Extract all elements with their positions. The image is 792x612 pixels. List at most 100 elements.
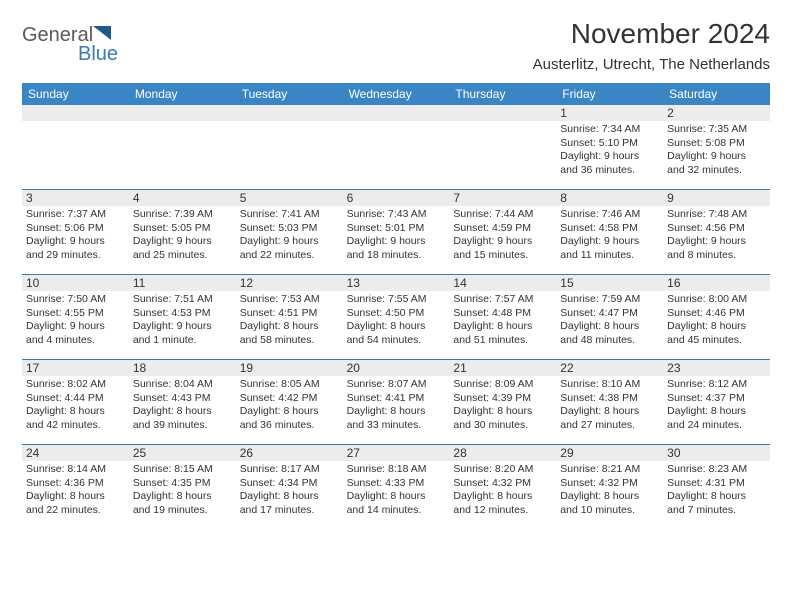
sunset-text: Sunset: 4:39 PM (453, 392, 552, 406)
day-cell: 5Sunrise: 7:41 AMSunset: 5:03 PMDaylight… (236, 190, 343, 274)
day-body: Sunrise: 8:05 AMSunset: 4:42 PMDaylight:… (236, 376, 343, 437)
day-cell: 13Sunrise: 7:55 AMSunset: 4:50 PMDayligh… (343, 275, 450, 359)
day-number: 3 (22, 190, 129, 206)
sunrise-text: Sunrise: 8:05 AM (240, 378, 339, 392)
day-cell: 3Sunrise: 7:37 AMSunset: 5:06 PMDaylight… (22, 190, 129, 274)
sunset-text: Sunset: 4:58 PM (560, 222, 659, 236)
day-cell: 17Sunrise: 8:02 AMSunset: 4:44 PMDayligh… (22, 360, 129, 444)
sunset-text: Sunset: 4:48 PM (453, 307, 552, 321)
calendar: SundayMondayTuesdayWednesdayThursdayFrid… (22, 83, 770, 529)
sunset-text: Sunset: 4:53 PM (133, 307, 232, 321)
dow-cell: Thursday (449, 83, 556, 105)
daylight-text: Daylight: 9 hours and 15 minutes. (453, 235, 552, 262)
day-cell: 16Sunrise: 8:00 AMSunset: 4:46 PMDayligh… (663, 275, 770, 359)
day-number: 8 (556, 190, 663, 206)
day-number: 12 (236, 275, 343, 291)
sunset-text: Sunset: 4:31 PM (667, 477, 766, 491)
sunrise-text: Sunrise: 8:04 AM (133, 378, 232, 392)
sunrise-text: Sunrise: 8:07 AM (347, 378, 446, 392)
day-body: Sunrise: 7:37 AMSunset: 5:06 PMDaylight:… (22, 206, 129, 267)
sunset-text: Sunset: 4:36 PM (26, 477, 125, 491)
day-body: Sunrise: 8:07 AMSunset: 4:41 PMDaylight:… (343, 376, 450, 437)
day-body: Sunrise: 7:53 AMSunset: 4:51 PMDaylight:… (236, 291, 343, 352)
day-body: Sunrise: 8:15 AMSunset: 4:35 PMDaylight:… (129, 461, 236, 522)
daylight-text: Daylight: 8 hours and 42 minutes. (26, 405, 125, 432)
day-number: 5 (236, 190, 343, 206)
week-row: 17Sunrise: 8:02 AMSunset: 4:44 PMDayligh… (22, 359, 770, 444)
sunset-text: Sunset: 5:10 PM (560, 137, 659, 151)
daylight-text: Daylight: 8 hours and 7 minutes. (667, 490, 766, 517)
day-number: 20 (343, 360, 450, 376)
day-cell (343, 105, 450, 189)
day-number: 21 (449, 360, 556, 376)
sunset-text: Sunset: 5:03 PM (240, 222, 339, 236)
daylight-text: Daylight: 8 hours and 19 minutes. (133, 490, 232, 517)
sunrise-text: Sunrise: 8:10 AM (560, 378, 659, 392)
dow-cell: Saturday (663, 83, 770, 105)
empty-day-band (343, 105, 450, 121)
day-number: 26 (236, 445, 343, 461)
day-body: Sunrise: 7:34 AMSunset: 5:10 PMDaylight:… (556, 121, 663, 182)
sunset-text: Sunset: 5:01 PM (347, 222, 446, 236)
day-body: Sunrise: 8:17 AMSunset: 4:34 PMDaylight:… (236, 461, 343, 522)
sunrise-text: Sunrise: 8:17 AM (240, 463, 339, 477)
day-number: 14 (449, 275, 556, 291)
daylight-text: Daylight: 8 hours and 30 minutes. (453, 405, 552, 432)
empty-day-band (236, 105, 343, 121)
day-number: 19 (236, 360, 343, 376)
day-body: Sunrise: 8:18 AMSunset: 4:33 PMDaylight:… (343, 461, 450, 522)
sunset-text: Sunset: 4:32 PM (453, 477, 552, 491)
sunset-text: Sunset: 4:33 PM (347, 477, 446, 491)
title-block: November 2024 Austerlitz, Utrecht, The N… (533, 18, 770, 73)
day-cell (22, 105, 129, 189)
day-body: Sunrise: 8:09 AMSunset: 4:39 PMDaylight:… (449, 376, 556, 437)
day-number: 11 (129, 275, 236, 291)
dow-cell: Monday (129, 83, 236, 105)
sunset-text: Sunset: 4:43 PM (133, 392, 232, 406)
header: General Blue November 2024 Austerlitz, U… (22, 18, 770, 73)
sunset-text: Sunset: 4:37 PM (667, 392, 766, 406)
sunrise-text: Sunrise: 7:53 AM (240, 293, 339, 307)
sunset-text: Sunset: 4:50 PM (347, 307, 446, 321)
sunrise-text: Sunrise: 8:21 AM (560, 463, 659, 477)
sunrise-text: Sunrise: 8:15 AM (133, 463, 232, 477)
dow-cell: Sunday (22, 83, 129, 105)
day-number: 25 (129, 445, 236, 461)
sunrise-text: Sunrise: 7:34 AM (560, 123, 659, 137)
week-row: 1Sunrise: 7:34 AMSunset: 5:10 PMDaylight… (22, 105, 770, 189)
daylight-text: Daylight: 8 hours and 58 minutes. (240, 320, 339, 347)
day-cell: 21Sunrise: 8:09 AMSunset: 4:39 PMDayligh… (449, 360, 556, 444)
week-row: 3Sunrise: 7:37 AMSunset: 5:06 PMDaylight… (22, 189, 770, 274)
day-number: 15 (556, 275, 663, 291)
days-of-week-header: SundayMondayTuesdayWednesdayThursdayFrid… (22, 83, 770, 105)
daylight-text: Daylight: 8 hours and 12 minutes. (453, 490, 552, 517)
day-cell: 19Sunrise: 8:05 AMSunset: 4:42 PMDayligh… (236, 360, 343, 444)
sunset-text: Sunset: 4:44 PM (26, 392, 125, 406)
daylight-text: Daylight: 9 hours and 11 minutes. (560, 235, 659, 262)
day-cell: 27Sunrise: 8:18 AMSunset: 4:33 PMDayligh… (343, 445, 450, 529)
day-number: 30 (663, 445, 770, 461)
day-number: 6 (343, 190, 450, 206)
sunset-text: Sunset: 4:38 PM (560, 392, 659, 406)
sunrise-text: Sunrise: 7:50 AM (26, 293, 125, 307)
sunset-text: Sunset: 4:34 PM (240, 477, 339, 491)
day-body: Sunrise: 7:57 AMSunset: 4:48 PMDaylight:… (449, 291, 556, 352)
sunrise-text: Sunrise: 7:57 AM (453, 293, 552, 307)
day-cell: 14Sunrise: 7:57 AMSunset: 4:48 PMDayligh… (449, 275, 556, 359)
sunset-text: Sunset: 4:51 PM (240, 307, 339, 321)
daylight-text: Daylight: 8 hours and 48 minutes. (560, 320, 659, 347)
brand-part2: Blue (78, 43, 118, 66)
sunrise-text: Sunrise: 8:14 AM (26, 463, 125, 477)
day-cell: 4Sunrise: 7:39 AMSunset: 5:05 PMDaylight… (129, 190, 236, 274)
day-body: Sunrise: 8:14 AMSunset: 4:36 PMDaylight:… (22, 461, 129, 522)
day-cell: 2Sunrise: 7:35 AMSunset: 5:08 PMDaylight… (663, 105, 770, 189)
day-cell: 30 Sunrise: 8:23 AMSunset: 4:31 PMDayligh… (663, 445, 770, 529)
day-number: 17 (22, 360, 129, 376)
sunset-text: Sunset: 4:42 PM (240, 392, 339, 406)
day-cell: 12Sunrise: 7:53 AMSunset: 4:51 PMDayligh… (236, 275, 343, 359)
empty-day-band (129, 105, 236, 121)
sunset-text: Sunset: 5:05 PM (133, 222, 232, 236)
sunrise-text: Sunrise: 8:09 AM (453, 378, 552, 392)
sunrise-text: Sunrise: 8:23 AM (667, 463, 766, 477)
day-body: Sunrise: 7:35 AMSunset: 5:08 PMDaylight:… (663, 121, 770, 182)
